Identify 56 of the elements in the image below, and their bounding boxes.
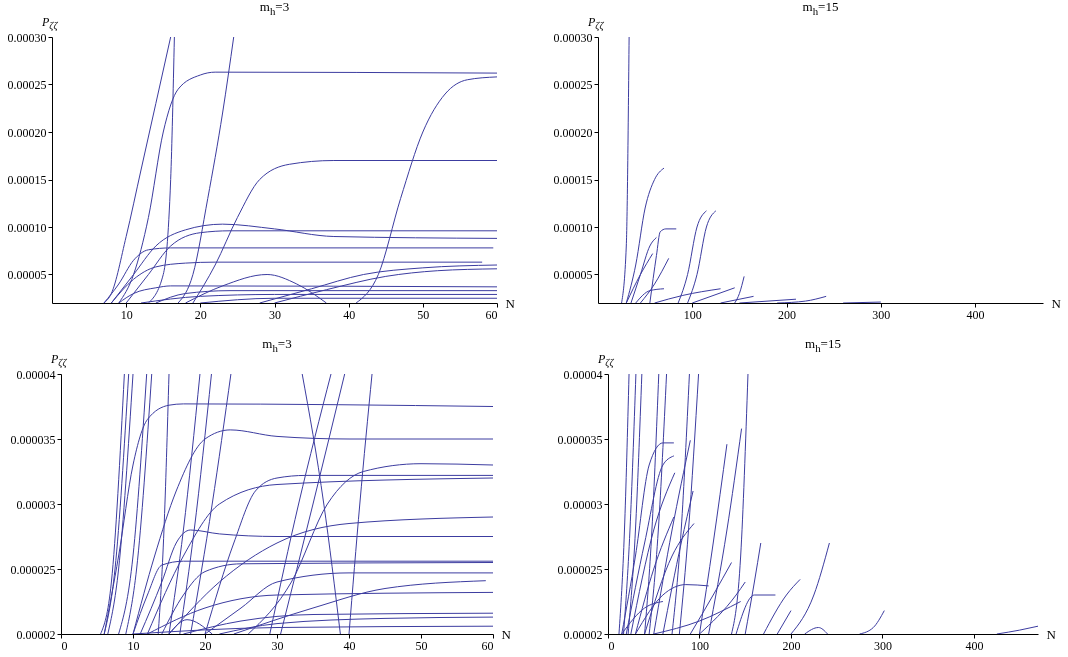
y-tick-label: 0.000035 [10, 432, 56, 447]
y-tick-label: 0.00004 [16, 367, 56, 382]
x-tick-label: 200 [782, 638, 801, 653]
y-tick-label: 0.00003 [563, 497, 603, 512]
chart-title: m$_{h}$=3 [258, 0, 291, 17]
y-tick-label: 0.000025 [557, 562, 603, 577]
y-tick-label: 0.00003 [16, 497, 56, 512]
x-tick-label: 40 [343, 638, 356, 653]
y-tick-label: 0.00020 [7, 125, 47, 140]
x-axis-title: N [1051, 295, 1062, 311]
y-axis-title: P$_{ζζ}$ [51, 352, 67, 369]
x-tick-label: 20 [194, 307, 207, 322]
y-tick-label: 0.00010 [7, 220, 47, 235]
x-tick-label: 0 [61, 638, 68, 653]
y-tick-label: 0.00030 [7, 30, 47, 45]
x-tick-label: 300 [873, 638, 892, 653]
y-tick-label: 0.00004 [563, 367, 603, 382]
x-tick-label: 400 [966, 307, 985, 322]
y-tick-label: 0.00015 [553, 173, 593, 187]
y-tick-label: 0.00005 [553, 268, 593, 282]
y-tick-label: 0.00020 [553, 125, 593, 140]
x-tick-label: 100 [690, 638, 709, 653]
x-tick-label: 300 [872, 307, 891, 322]
chart-title: m$_{h}$=15 [804, 336, 842, 354]
x-axis-title: N [501, 626, 512, 642]
x-axis-title: N [1046, 626, 1057, 642]
x-tick-label: 200 [778, 307, 797, 322]
y-tick-label: 0.00025 [7, 78, 47, 92]
x-tick-label: 50 [417, 307, 430, 322]
y-tick-label: 0.000035 [557, 432, 603, 447]
y-axis-title: P$_{ζζ}$ [42, 15, 58, 32]
x-tick-label: 400 [965, 638, 984, 653]
y-tick-label: 0.00025 [553, 78, 593, 92]
x-tick-label: 30 [269, 307, 281, 322]
y-tick-label: 0.00002 [16, 627, 56, 642]
x-axis-title: N [505, 295, 516, 311]
y-tick-label: 0.00010 [553, 220, 593, 235]
y-axis-title: P$_{ζζ}$ [598, 352, 614, 369]
x-tick-label: 20 [199, 638, 212, 653]
y-tick-label: 0.00015 [7, 173, 47, 187]
x-tick-label: 10 [127, 638, 140, 653]
x-tick-label: 60 [485, 307, 498, 322]
x-tick-label: 10 [120, 307, 133, 322]
chart-title: m$_{h}$=3 [261, 336, 293, 354]
x-tick-label: 0 [608, 638, 615, 653]
y-tick-label: 0.000025 [10, 562, 56, 577]
x-tick-label: 50 [415, 638, 428, 653]
x-tick-label: 40 [343, 307, 356, 322]
x-tick-label: 60 [481, 638, 494, 653]
chart-title: m$_{h}$=15 [801, 0, 840, 17]
x-tick-label: 100 [683, 307, 702, 322]
x-tick-label: 30 [271, 638, 284, 653]
y-tick-label: 0.00002 [563, 627, 603, 642]
y-tick-label: 0.00005 [7, 268, 47, 282]
y-tick-label: 0.00030 [553, 30, 593, 45]
y-axis-title: P$_{ζζ}$ [588, 15, 604, 32]
